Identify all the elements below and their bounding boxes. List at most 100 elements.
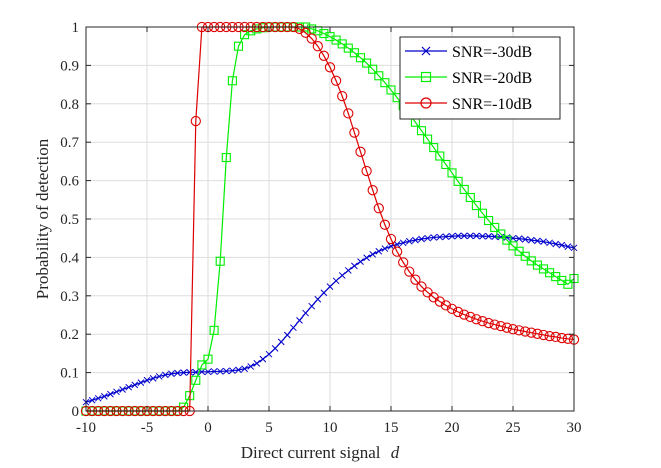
data-point-x <box>180 369 187 376</box>
x-tick-label: 10 <box>323 420 338 436</box>
data-point-x <box>430 234 438 241</box>
data-point-circle <box>330 75 342 86</box>
data-point-circle <box>434 296 445 307</box>
data-point-x <box>222 367 230 375</box>
data-point-square <box>477 208 488 218</box>
data-point-x <box>308 302 316 310</box>
data-point-x <box>436 233 444 241</box>
legend-marker-x <box>421 46 431 56</box>
data-point-x <box>369 250 377 258</box>
data-point-square <box>191 375 201 385</box>
data-point-circle <box>416 281 427 292</box>
data-point-x <box>235 366 242 374</box>
data-point-x <box>527 236 535 244</box>
data-point-circle <box>312 41 323 52</box>
data-point-square <box>423 134 433 144</box>
data-point-x <box>399 239 407 247</box>
data-point-x <box>131 381 139 389</box>
data-point-x <box>540 238 547 246</box>
data-point-x <box>357 258 364 265</box>
data-point-x <box>466 232 474 240</box>
data-point-x <box>216 368 224 375</box>
data-point-square <box>349 48 359 58</box>
data-point-x <box>290 324 297 332</box>
data-point-circle <box>520 326 531 337</box>
data-point-x <box>277 338 285 346</box>
legend-label-snr-30: SNR=-30dB <box>452 44 532 61</box>
data-point-circle <box>404 266 415 277</box>
y-tick-label: 0.6 <box>60 174 79 190</box>
data-point-circle <box>459 309 470 320</box>
data-point-x <box>473 232 480 240</box>
data-point-circle <box>379 219 391 230</box>
data-point-circle <box>367 185 378 196</box>
data-point-circle <box>501 322 513 333</box>
data-point-x <box>363 254 370 262</box>
data-point-x <box>344 267 352 274</box>
data-point-x <box>149 375 157 382</box>
data-point-x <box>296 317 303 324</box>
data-point-x <box>161 371 169 379</box>
data-point-square <box>447 168 457 178</box>
data-point-square <box>465 192 475 203</box>
data-point-square <box>496 229 506 239</box>
x-tick-labels: -10 -5 0 5 10 15 20 25 30 <box>76 420 582 436</box>
legend-entry-snr-20: SNR=-20dB <box>405 70 532 87</box>
data-point-x <box>143 376 151 384</box>
data-point-x <box>485 232 492 240</box>
data-point-square <box>355 53 366 63</box>
data-point-circle <box>556 332 567 344</box>
data-point-square <box>453 176 463 186</box>
data-point-x <box>442 233 450 241</box>
y-tick-label: 0 <box>72 404 80 420</box>
data-point-x <box>302 309 309 317</box>
data-point-circle <box>562 333 574 344</box>
data-point-x <box>259 355 267 363</box>
data-point-circle <box>526 327 537 338</box>
data-point-x <box>351 262 358 270</box>
y-tick-label: 0.3 <box>60 289 79 305</box>
legend-label-snr-20: SNR=-20dB <box>452 70 532 87</box>
data-point-circle <box>337 90 348 102</box>
data-point-circle <box>440 300 452 311</box>
data-point-square <box>459 184 469 194</box>
data-point-x <box>283 331 291 339</box>
data-point-x <box>229 367 236 375</box>
data-point-x <box>534 237 541 245</box>
data-point-square <box>520 251 530 261</box>
data-point-square <box>563 279 573 289</box>
data-point-circle <box>532 328 543 339</box>
data-point-x <box>418 235 425 243</box>
x-tick-label: -5 <box>141 420 154 436</box>
data-point-square <box>221 153 231 163</box>
data-point-square <box>490 222 500 232</box>
data-point-square <box>429 143 439 153</box>
data-point-x <box>113 388 120 396</box>
data-point-circle <box>373 203 384 214</box>
data-point-circle <box>361 165 372 177</box>
data-point-square <box>514 246 524 256</box>
x-tick-label: 25 <box>506 420 521 436</box>
data-point-circle <box>422 287 433 298</box>
data-point-x <box>265 350 273 358</box>
data-point-x <box>107 390 114 398</box>
data-point-x <box>479 232 486 240</box>
legend: SNR=-30dB SNR=-20dB SNR=-10dB <box>399 36 561 120</box>
data-point-x <box>94 394 102 402</box>
data-point-circle <box>446 303 458 315</box>
y-tick-label: 0.4 <box>60 250 79 266</box>
x-tick-label: -10 <box>76 420 96 436</box>
data-point-x <box>332 277 340 285</box>
data-point-x <box>552 240 560 248</box>
data-point-x <box>204 368 212 376</box>
data-point-x <box>186 368 194 376</box>
y-tick-label: 0.8 <box>60 97 79 113</box>
x-axis-label: Direct current signal d <box>241 443 400 462</box>
data-point-circle <box>544 330 555 342</box>
data-point-circle <box>483 317 494 329</box>
data-point-x <box>155 373 163 380</box>
data-point-circle <box>391 246 403 257</box>
data-point-circle <box>355 146 366 157</box>
data-point-circle <box>513 325 525 336</box>
